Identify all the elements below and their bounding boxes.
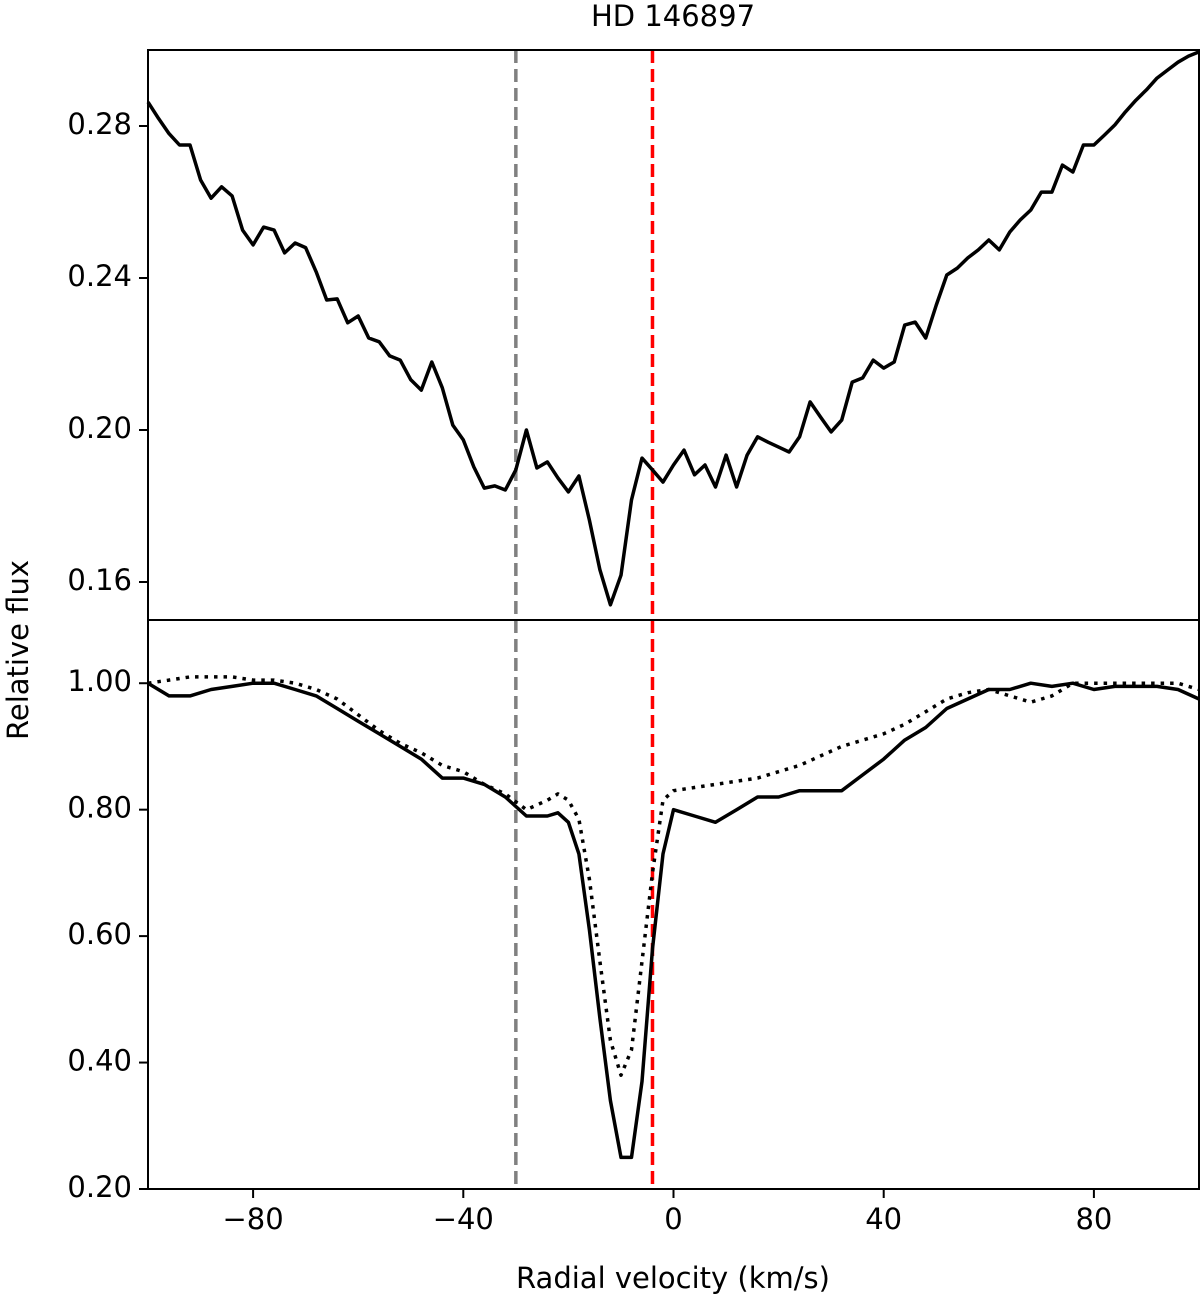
x-tick-label: 80 <box>1075 1202 1112 1236</box>
y-tick-label: 1.00 <box>67 664 132 698</box>
y-tick-label: 0.24 <box>67 259 132 293</box>
y-tick-label: 0.60 <box>67 917 132 951</box>
y-tick-label: 0.28 <box>67 107 132 141</box>
y-tick-label: 0.80 <box>67 791 132 825</box>
x-tick-label: 0 <box>664 1202 682 1236</box>
data-line <box>147 681 1200 1160</box>
x-tick-label: −40 <box>433 1202 494 1236</box>
x-axis-label: Radial velocity (km/s) <box>516 1261 830 1295</box>
chart-title: HD 146897 <box>591 0 755 33</box>
plot-frame <box>147 49 1200 621</box>
y-tick-label: 0.40 <box>67 1044 132 1078</box>
x-tick-label: 40 <box>865 1202 902 1236</box>
y-axis-label: Relative flux <box>1 560 35 740</box>
plot-frame <box>147 619 1200 1190</box>
y-tick-label: 0.20 <box>67 1170 132 1204</box>
data-line <box>146 50 1200 607</box>
y-tick-label: 0.20 <box>67 411 132 445</box>
data-line <box>147 675 1200 1077</box>
y-tick-label: 0.16 <box>67 563 132 597</box>
x-tick-label: −80 <box>222 1202 283 1236</box>
